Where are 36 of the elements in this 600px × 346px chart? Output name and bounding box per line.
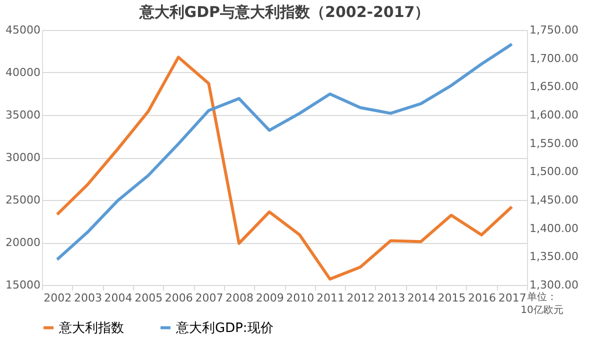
x-tick-label: 2014: [407, 292, 436, 304]
x-tick-label: 2016: [468, 292, 496, 304]
y-tick-label: 30000: [6, 151, 40, 164]
legend-label: 意大利指数: [58, 320, 124, 336]
y-tick-label: 20000: [6, 236, 40, 249]
y2-tick-label: 1,350.00: [530, 250, 578, 264]
x-tick-label: 2002: [44, 292, 72, 304]
y2-tick-label: 1,650.00: [530, 80, 578, 94]
x-tick-label: 2017: [498, 292, 526, 304]
x-tick-label: 2004: [104, 292, 132, 304]
x-tick-label: 2013: [377, 292, 406, 304]
y2-tick-label: 1,450.00: [530, 194, 578, 206]
y2-tick-label: 1,700.00: [530, 52, 578, 65]
x-tick-label: 2012: [346, 292, 375, 304]
x-tick-label: 2015: [438, 292, 466, 304]
legend-label: 意大利GDP:现价: [175, 320, 274, 336]
y-tick-label: 15000: [6, 278, 40, 292]
x-tick-label: 2006: [164, 292, 193, 304]
x-tick-label: 2007: [195, 292, 224, 304]
y2-tick-label: 1,400.00: [530, 222, 578, 235]
x-tick-label: 2010: [286, 292, 314, 304]
x-tick-label: 2008: [226, 292, 254, 304]
y2-tick-label: 1,600.00: [530, 108, 578, 122]
y2-tick-label: 1,500.00: [530, 165, 578, 178]
y-tick-label: 25000: [6, 194, 40, 206]
y-tick-label: 45000: [6, 24, 40, 36]
y2-tick-label: 1,300.00: [530, 278, 578, 292]
x-tick-label: 2011: [316, 292, 344, 304]
y2-tick-label: 1,550.00: [530, 136, 578, 150]
y-tick-label: 35000: [6, 108, 40, 122]
x-tick-label: 2005: [134, 292, 163, 304]
x-tick-label: 2003: [74, 292, 102, 304]
y-tick-label: 40000: [6, 66, 40, 79]
y2-tick-label: 1,750.00: [530, 24, 578, 36]
x-tick-label: 2009: [256, 292, 284, 304]
chart-title: 意大利GDP与意大利指数（2002-2017）: [138, 3, 430, 21]
